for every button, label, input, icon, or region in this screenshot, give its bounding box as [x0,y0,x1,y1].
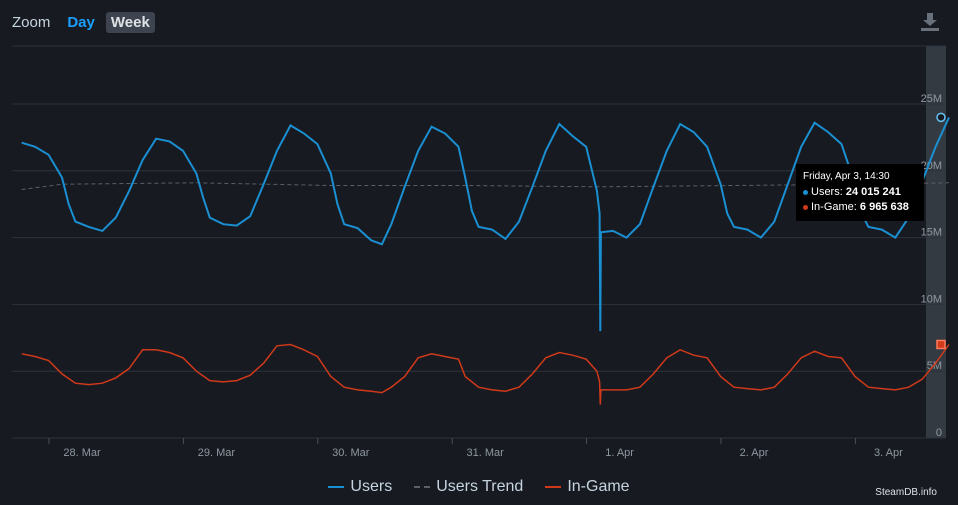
x-tick-label: 28. Mar [63,447,101,459]
x-tick-label: 29. Mar [198,447,236,459]
users-dot-icon [803,189,808,195]
legend: Users Users Trend In-Game [0,478,958,496]
y-tick-label: 10M [921,293,942,305]
series-users-trend [21,182,950,190]
y-tick-label: 20M [921,160,942,172]
legend-in-game[interactable]: In-Game [545,478,630,496]
credit[interactable]: SteamDB.info [875,487,937,498]
ingame-dot-icon [803,204,808,210]
tooltip-users-value: 24 015 241 [845,186,901,198]
download-icon[interactable] [919,11,941,33]
zoom-bar: Zoom Day Week [12,10,155,34]
tooltip-date: Friday, Apr 3, 14:30 [803,171,890,182]
y-tick-label: 15M [921,227,942,239]
x-tick-label: 3. Apr [874,447,903,459]
legend-users-trend[interactable]: Users Trend [414,478,523,496]
zoom-day-button[interactable]: Day [67,13,95,31]
tooltip-users-row: Users: 24 015 241 [803,185,917,200]
zoom-week-button[interactable]: Week [105,11,155,33]
in-game-hover-marker [936,339,946,350]
x-tick-label: 30. Mar [332,447,370,459]
y-tick-label: 0 [936,427,942,439]
grid [12,45,946,439]
series-users [21,116,950,332]
x-tick-label: 31. Mar [467,447,505,459]
tooltip: Friday, Apr 3, 14:30 Users: 24 015 241 I… [796,164,924,221]
tooltip-ingame-value: 6 965 638 [859,201,909,213]
x-tick-label: 1. Apr [605,447,634,459]
legend-users[interactable]: Users [328,478,392,496]
legend-trend-swatch [414,486,431,488]
legend-users-swatch [328,486,345,488]
x-tick-label: 2. Apr [740,447,769,459]
x-axis: 28. Mar 29. Mar 30. Mar 31. Mar 1. Apr 2. Apr… [48,438,903,459]
users-hover-marker [936,112,946,123]
y-tick-label: 25M [921,93,942,105]
series-in-game [21,343,950,405]
zoom-label: Zoom [12,13,51,31]
legend-ingame-swatch [545,486,562,488]
tooltip-ingame-row: In-Game: 6 965 638 [803,200,917,215]
